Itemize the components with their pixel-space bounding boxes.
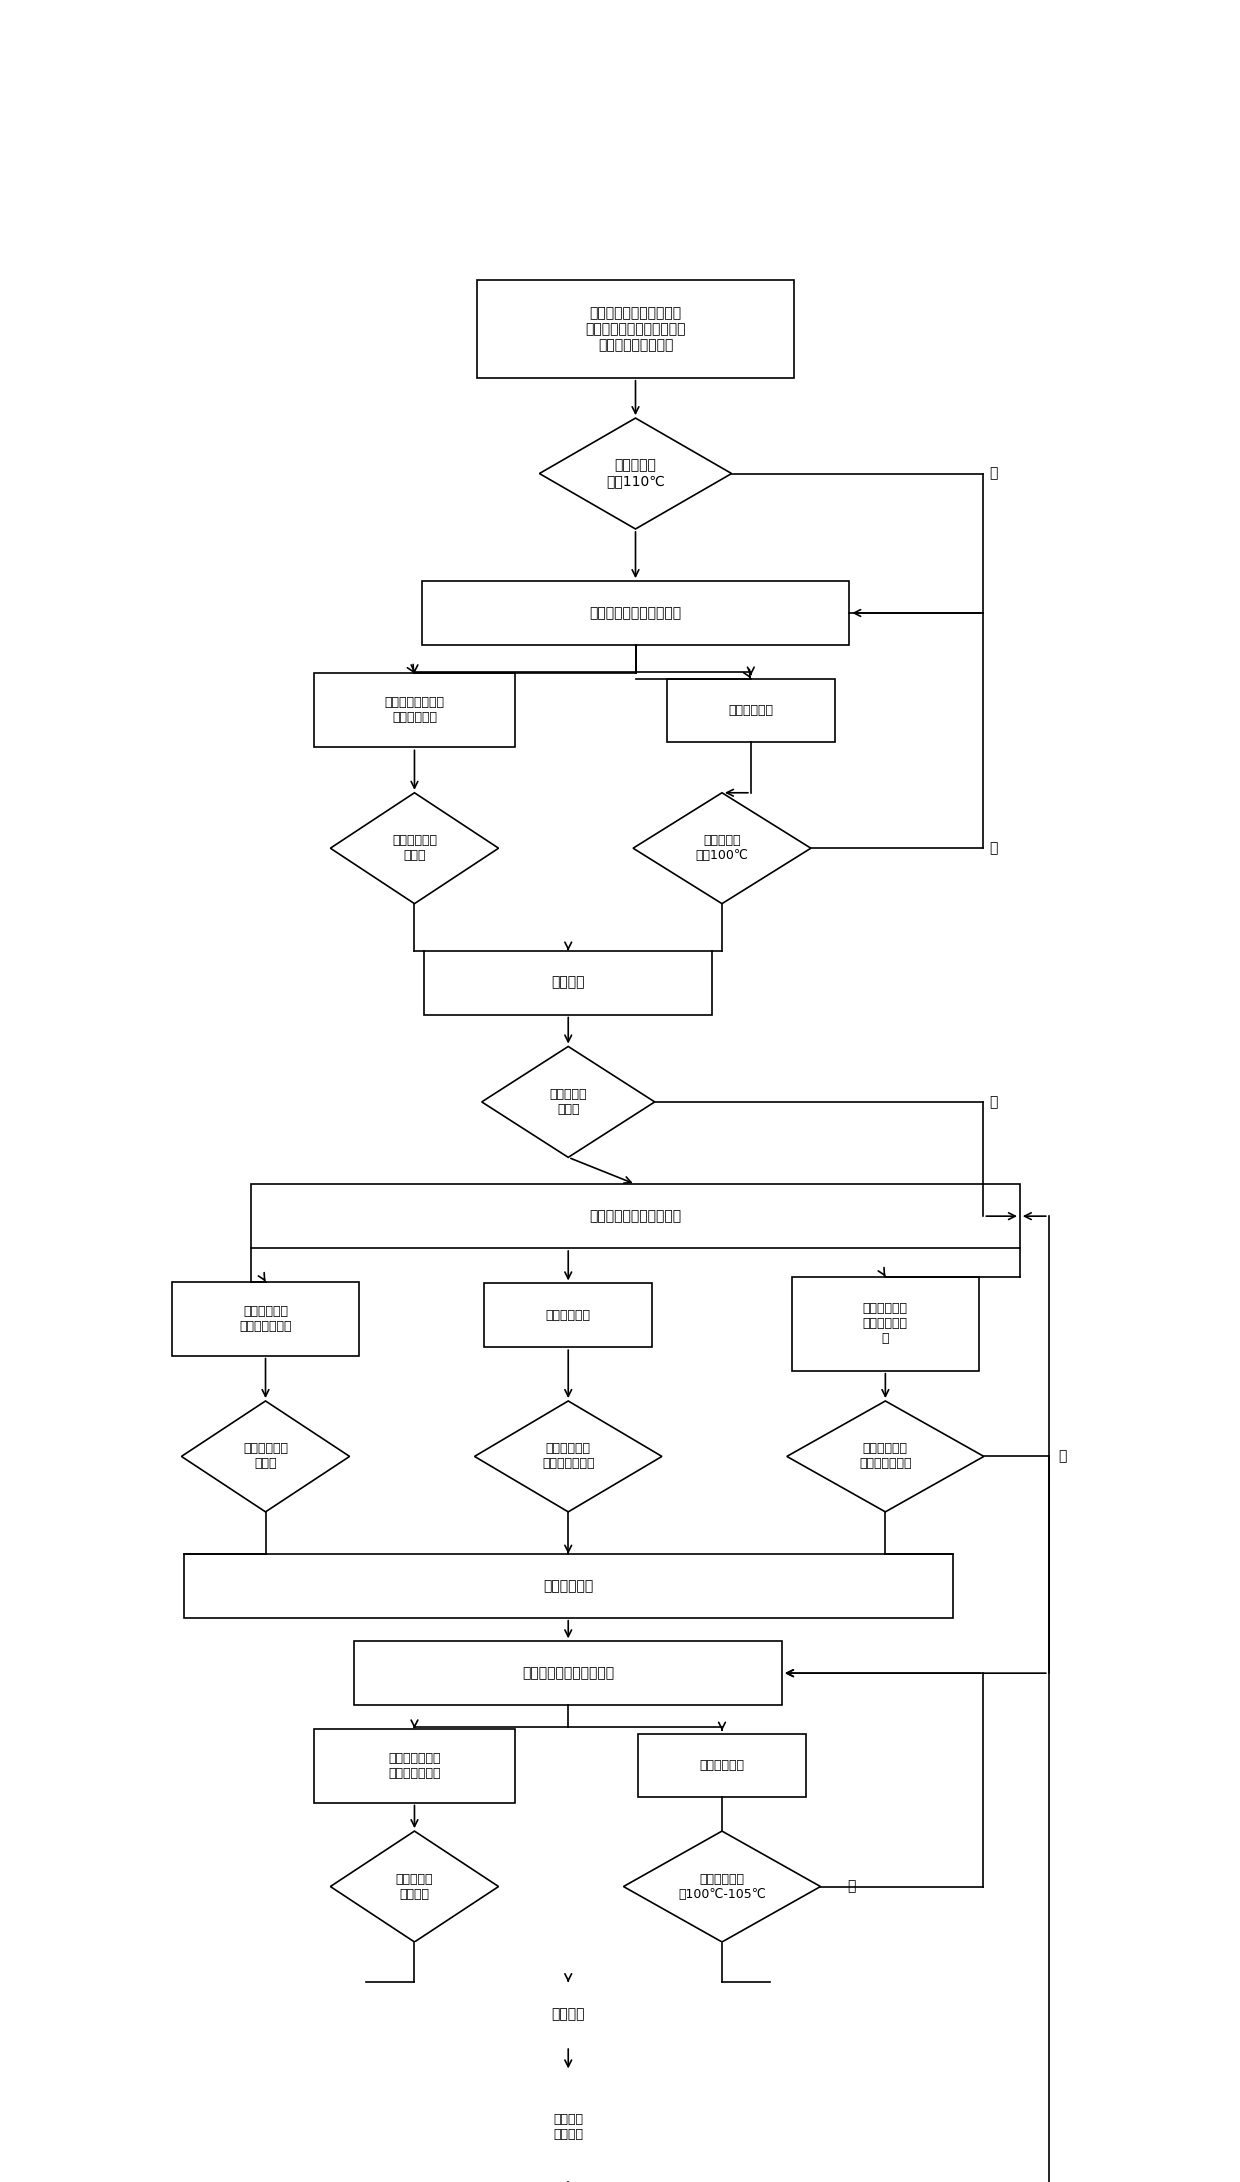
Text: 干燥系统补偿
值符合模型需求: 干燥系统补偿 值符合模型需求	[859, 1442, 911, 1471]
Bar	[637, 1735, 806, 1798]
Polygon shape	[330, 792, 498, 903]
Text: 中控系统开
始投料: 中控系统开 始投料	[549, 1089, 587, 1115]
Bar	[184, 1554, 952, 1617]
Bar	[355, 1641, 782, 1704]
Text: 中控系统
开始投料: 中控系统 开始投料	[553, 2112, 583, 2141]
Bar	[422, 580, 849, 646]
Bar	[367, 1981, 770, 2047]
Text: 筒体内温度符
合温度设定曲线: 筒体内温度符 合温度设定曲线	[542, 1442, 594, 1471]
Text: 否: 否	[990, 842, 997, 855]
Text: 第四阶段：待料保温阶段: 第四阶段：待料保温阶段	[522, 1667, 614, 1680]
Text: 设定排风机频率设
定送风机频率: 设定排风机频率设 定送风机频率	[384, 696, 444, 724]
Bar	[667, 679, 835, 742]
Text: 否: 否	[847, 1879, 856, 1894]
Bar	[172, 1281, 360, 1355]
Bar	[250, 1185, 1021, 1248]
Text: 筒体内温度
达到100℃: 筒体内温度 达到100℃	[696, 834, 749, 862]
Polygon shape	[624, 1831, 821, 1942]
Text: 建立筒体内负
压环境: 建立筒体内负 压环境	[392, 834, 436, 862]
Text: 允许投料: 允许投料	[552, 975, 585, 991]
Text: 否: 否	[990, 1095, 997, 1108]
Polygon shape	[475, 2071, 662, 2182]
Polygon shape	[475, 1401, 662, 1512]
Polygon shape	[634, 792, 811, 903]
Bar	[314, 1728, 516, 1802]
Text: 筒体内温度
达到110℃: 筒体内温度 达到110℃	[606, 458, 665, 489]
Polygon shape	[330, 1831, 498, 1942]
Bar	[791, 1276, 980, 1370]
Bar	[484, 1283, 652, 1346]
Polygon shape	[181, 1401, 350, 1512]
Bar	[424, 951, 713, 1015]
Text: 设定加热温度: 设定加热温度	[546, 1309, 590, 1322]
Text: 否: 否	[990, 467, 997, 480]
Text: 设定排机频率
设定送风机频率: 设定排机频率 设定送风机频率	[239, 1305, 291, 1333]
Text: 设定加热温度: 设定加热温度	[699, 1759, 744, 1772]
Bar	[477, 279, 794, 377]
Text: 第一阶段：初始升温阶段
设定排风机频率设定送风机
频率和热机功率全升: 第一阶段：初始升温阶段 设定排风机频率设定送风机 频率和热机功率全升	[585, 305, 686, 351]
Text: 建立筒体内
负压环境: 建立筒体内 负压环境	[396, 1872, 433, 1901]
Polygon shape	[481, 1047, 655, 1156]
Bar	[314, 674, 516, 748]
Polygon shape	[539, 419, 732, 528]
Text: 设定进料速度
设定干燥机速
度: 设定进料速度 设定干燥机速 度	[863, 1303, 908, 1344]
Text: 设定排风机频率
设定送风机频率: 设定排风机频率 设定送风机频率	[388, 1752, 440, 1781]
Text: 第二阶段：进料干燥阶段: 第二阶段：进料干燥阶段	[589, 1209, 682, 1224]
Text: 设定加热温度: 设定加热温度	[728, 705, 774, 718]
Text: 是: 是	[1058, 1449, 1066, 1464]
Text: 筒体内温度达
到100℃-105℃: 筒体内温度达 到100℃-105℃	[678, 1872, 766, 1901]
Text: 彩砂干燥完成: 彩砂干燥完成	[543, 1580, 594, 1593]
Text: 建立筒体内负
压环境: 建立筒体内负 压环境	[243, 1442, 288, 1471]
Text: 第二阶段：初始保温阶段: 第二阶段：初始保温阶段	[589, 607, 682, 620]
Polygon shape	[787, 1401, 983, 1512]
Text: 允许投料: 允许投料	[552, 2007, 585, 2021]
